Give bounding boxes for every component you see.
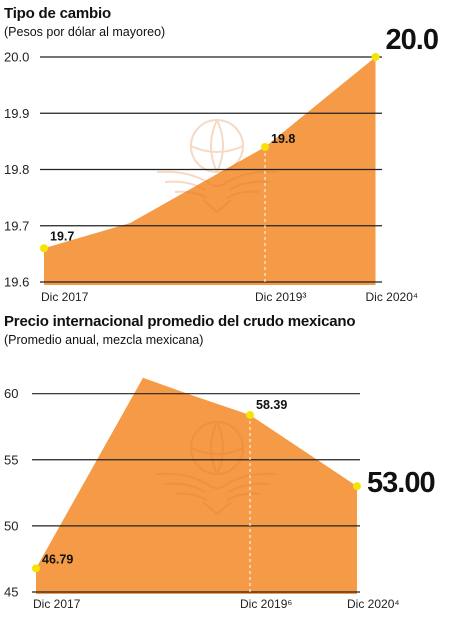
chart2-xtick: Dic 2020⁴ <box>347 597 400 611</box>
chart1-ytick: 19.6 <box>4 275 29 290</box>
chart1-value-label: 19.8 <box>271 132 295 146</box>
chart2-point <box>353 482 361 491</box>
chart-2-title: Precio internacional promedio del crudo … <box>4 313 356 330</box>
chart1-xtick: Dic 2020⁴ <box>366 290 419 304</box>
chart1-point <box>371 53 380 61</box>
chart1-ytick: 19.7 <box>4 218 29 233</box>
eagle-watermark-icon <box>156 421 278 516</box>
chart1-ytick: 20.0 <box>4 50 29 65</box>
chart2-xtick: Dic 2017 <box>33 597 81 611</box>
chart2-ytick: 60 <box>4 386 18 401</box>
chart2-value-label: 46.79 <box>42 552 73 566</box>
eagle-watermark-icon <box>156 119 278 214</box>
chart2-point <box>32 564 40 573</box>
chart1-value-label: 19.7 <box>50 229 74 243</box>
chart1-ytick: 19.8 <box>4 162 29 177</box>
chart-1-title: Tipo de cambio <box>4 5 111 22</box>
chart1-area <box>44 57 376 285</box>
chart2-area <box>36 377 357 594</box>
chart2-xtick: Dic 2019⁶ <box>240 597 292 611</box>
chart1-value-label-big: 20.0 <box>386 24 438 56</box>
chart1-ytick: 19.9 <box>4 106 29 121</box>
chart-1-subtitle: (Pesos por dólar al mayoreo) <box>4 25 166 39</box>
chart2-ytick: 45 <box>4 585 18 600</box>
chart1-point <box>40 244 48 253</box>
chart2-point <box>246 410 254 419</box>
chart1-point <box>261 143 269 151</box>
chart1-xtick: Dic 2017 <box>41 290 89 304</box>
chart2-ytick: 55 <box>4 452 18 467</box>
chart2-ytick: 50 <box>4 518 18 533</box>
chart1-xtick: Dic 2019³ <box>255 290 306 304</box>
chart2-value-label: 58.39 <box>256 398 287 412</box>
chart2-value-label-big: 53.00 <box>367 467 435 499</box>
exchange-rate-chart: 19.6 19.7 19.8 19.9 20.0 19.7 19.8 20.0 Dic 2017… <box>4 24 439 304</box>
chart-2-subtitle: (Promedio anual, mezcla mexicana) <box>4 333 204 347</box>
